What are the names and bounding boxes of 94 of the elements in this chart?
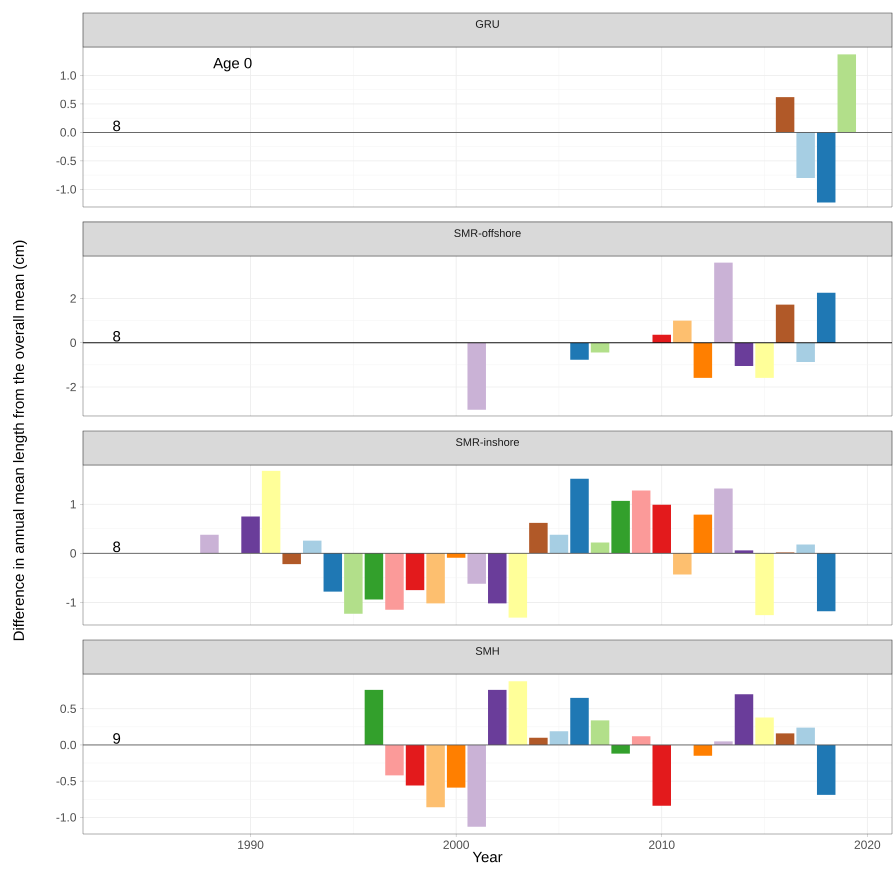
bar	[838, 54, 856, 132]
chart-title: GRU	[476, 20, 499, 28]
bar	[364, 553, 384, 600]
bar	[673, 320, 692, 343]
y-tick-label: -0.5	[56, 156, 76, 166]
bar	[632, 736, 650, 745]
bar	[776, 97, 794, 132]
bar	[200, 534, 219, 554]
y-tick-label: 1	[70, 500, 76, 508]
annotation: 8	[113, 542, 120, 552]
bar	[302, 540, 322, 554]
y-tick-label: 2	[70, 294, 76, 303]
bar	[446, 744, 466, 788]
bar	[508, 553, 528, 618]
y-tick-label: 1.0	[60, 71, 76, 80]
annotation: Age 0	[213, 58, 252, 72]
y-axis-title: Difference in annual mean length from the overall mean (cm)	[13, 240, 27, 640]
y-tick-label: 0.0	[60, 740, 76, 750]
bar	[694, 744, 712, 756]
x-tick-label: 2010	[649, 840, 675, 849]
chart-title: SMR-inshore	[456, 438, 519, 446]
x-tick-label: 2000	[443, 840, 469, 849]
y-tick-label: 0	[70, 549, 76, 558]
bar	[816, 553, 836, 612]
annotation: 9	[113, 733, 120, 744]
x-tick-label: 2020	[854, 840, 880, 849]
bar	[508, 681, 528, 745]
y-tick-label: -1	[66, 598, 76, 607]
bar	[406, 744, 424, 786]
y-tick-label: -1.0	[56, 185, 76, 194]
bar	[426, 744, 445, 808]
bar	[755, 717, 774, 745]
bar	[467, 553, 486, 584]
bar	[816, 292, 836, 343]
bar	[488, 553, 507, 604]
bar	[652, 744, 671, 806]
bar	[590, 342, 610, 352]
bar	[529, 522, 548, 554]
bar	[385, 553, 404, 610]
bar	[673, 553, 692, 574]
bar	[590, 542, 610, 554]
bar	[364, 690, 384, 745]
bar	[816, 744, 836, 795]
bar	[611, 500, 630, 554]
bar	[262, 470, 280, 554]
bar	[755, 553, 774, 616]
bar	[694, 514, 712, 554]
annotation: 8	[113, 330, 120, 342]
bar	[426, 553, 445, 604]
bar	[570, 342, 589, 360]
bar	[734, 342, 754, 366]
bar	[796, 728, 815, 745]
bar	[776, 733, 794, 745]
annotation: 8	[113, 120, 120, 132]
bar	[550, 534, 568, 554]
bar	[406, 553, 424, 590]
bar	[796, 544, 815, 554]
bar	[590, 720, 610, 745]
y-tick-label: -2	[66, 382, 76, 392]
bar	[714, 262, 733, 343]
bar	[816, 132, 836, 202]
y-tick-label: 0.5	[60, 100, 76, 108]
bar	[529, 738, 548, 745]
y-tick-label: 0.0	[60, 128, 76, 137]
bar	[324, 553, 342, 592]
bar	[632, 490, 650, 554]
bar	[652, 334, 671, 343]
bar	[467, 342, 486, 410]
bar	[570, 478, 589, 554]
bar	[755, 342, 774, 378]
bar	[570, 698, 589, 745]
bar	[385, 744, 404, 776]
bar	[467, 744, 486, 827]
chart-title: SMH	[476, 647, 499, 655]
bar	[488, 690, 507, 745]
chart-title: SMR-offshore	[454, 228, 521, 238]
bar	[282, 553, 301, 564]
bar	[652, 504, 671, 554]
y-tick-label: -1.0	[56, 813, 76, 822]
x-axis-title: Year	[472, 852, 502, 862]
bar	[734, 694, 754, 745]
bar	[714, 488, 733, 554]
bar	[776, 304, 794, 343]
bar	[344, 553, 363, 614]
bar	[796, 342, 815, 362]
bar	[550, 731, 568, 745]
bar	[694, 342, 712, 378]
bar	[241, 516, 260, 554]
y-tick-label: 0.5	[60, 704, 76, 713]
x-tick-label: 1990	[238, 840, 264, 849]
bar	[796, 132, 815, 178]
y-tick-label: 0	[70, 338, 76, 347]
bar	[611, 744, 630, 754]
y-tick-label: -0.5	[56, 776, 76, 786]
